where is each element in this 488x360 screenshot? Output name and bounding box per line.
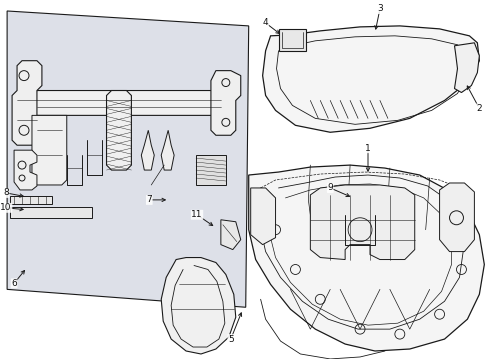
Polygon shape xyxy=(106,90,131,170)
Polygon shape xyxy=(14,150,37,190)
Text: 8: 8 xyxy=(3,188,9,197)
Polygon shape xyxy=(439,183,473,252)
Polygon shape xyxy=(32,115,67,185)
Polygon shape xyxy=(210,71,240,135)
Polygon shape xyxy=(32,90,230,115)
Text: 6: 6 xyxy=(11,279,17,288)
Polygon shape xyxy=(248,165,483,351)
Polygon shape xyxy=(161,130,174,170)
Polygon shape xyxy=(278,29,306,51)
Polygon shape xyxy=(7,11,248,307)
Polygon shape xyxy=(12,61,42,145)
Polygon shape xyxy=(10,207,91,218)
Polygon shape xyxy=(141,130,154,170)
Text: 10: 10 xyxy=(0,203,12,212)
Polygon shape xyxy=(161,257,235,354)
Text: 5: 5 xyxy=(227,334,233,343)
Text: 2: 2 xyxy=(476,104,481,113)
Polygon shape xyxy=(453,43,478,93)
Polygon shape xyxy=(250,188,275,245)
Text: 4: 4 xyxy=(262,18,268,27)
Text: 3: 3 xyxy=(376,4,382,13)
Text: 11: 11 xyxy=(191,210,203,219)
Polygon shape xyxy=(310,185,414,260)
Polygon shape xyxy=(221,220,240,249)
Text: 1: 1 xyxy=(365,144,370,153)
Text: 9: 9 xyxy=(326,184,332,193)
Polygon shape xyxy=(10,196,52,204)
Polygon shape xyxy=(196,155,225,185)
Polygon shape xyxy=(262,26,478,132)
Text: 7: 7 xyxy=(146,195,152,204)
